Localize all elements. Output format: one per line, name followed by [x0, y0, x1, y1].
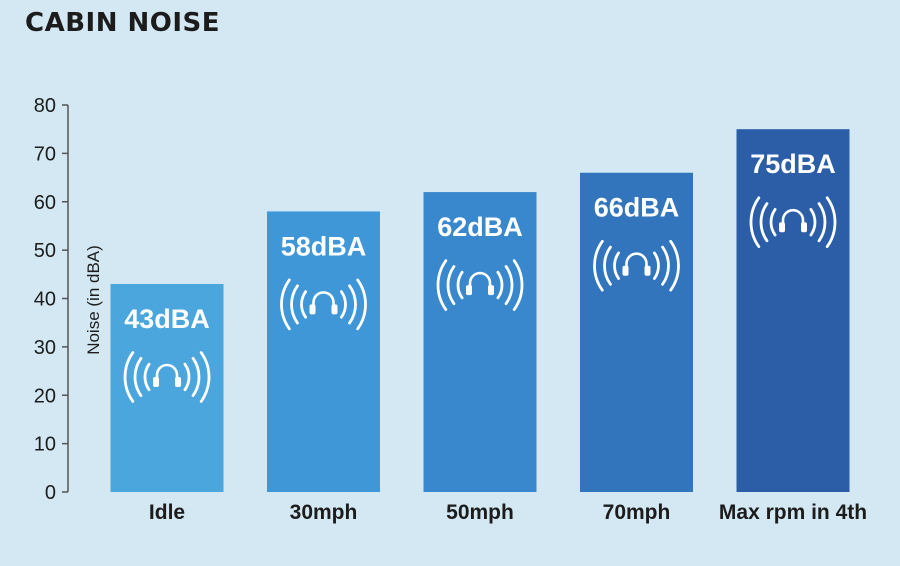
y-tick-label: 10: [34, 434, 56, 456]
y-tick-label: 80: [34, 95, 56, 117]
headphones-sound-icon: [749, 196, 837, 249]
chart-title: CABIN NOISE: [25, 8, 221, 38]
y-tick-label: 50: [34, 240, 56, 262]
headphones-sound-icon: [593, 239, 680, 292]
headphones-sound-icon: [123, 351, 211, 403]
data-label: 75dBA: [750, 149, 836, 179]
bar: [736, 129, 850, 492]
data-label: 43dBA: [124, 304, 210, 334]
data-label: 62dBA: [437, 212, 523, 242]
data-label: 66dBA: [594, 193, 680, 223]
bar: [423, 192, 537, 492]
bar: [110, 283, 224, 492]
bar: [580, 172, 693, 492]
y-tick-label: 0: [45, 482, 56, 504]
bar: [267, 211, 380, 493]
y-axis-title: Noise (in dBA): [84, 245, 103, 355]
x-tick-label: Max rpm in 4th: [719, 501, 867, 524]
headphones-sound-icon: [436, 259, 524, 311]
x-tick-label: 30mph: [290, 501, 358, 524]
y-tick-label: 70: [34, 143, 56, 165]
y-tick-label: 30: [34, 337, 56, 359]
y-tick-label: 40: [34, 289, 56, 311]
data-label: 58dBA: [281, 231, 367, 261]
x-tick-label: 70mph: [603, 501, 671, 524]
headphones-sound-icon: [280, 278, 367, 331]
x-tick-label: Idle: [149, 501, 185, 524]
y-tick-label: 20: [34, 385, 56, 407]
y-tick-label: 60: [34, 192, 56, 214]
x-tick-label: 50mph: [446, 501, 514, 524]
